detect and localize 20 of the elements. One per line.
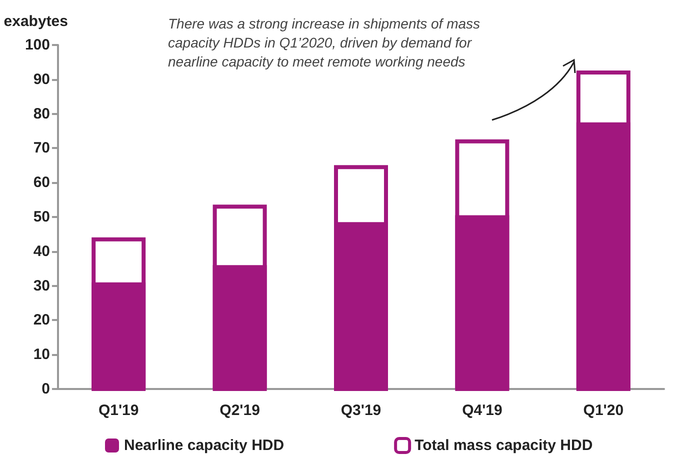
legend-label: Total mass capacity HDD — [414, 437, 593, 454]
y-tick-label: 0 — [42, 380, 50, 398]
y-tick-label: 50 — [33, 208, 50, 226]
annotation: There was a strong increase in shipments of mass capacity HDDs in Q1’2020, driven by demand for nearline capacity to meet remote working needs — [168, 16, 484, 70]
y-tick-label: 10 — [33, 346, 50, 364]
x-tick-label: Q2'19 — [220, 402, 260, 419]
x-tick-label: Q3'19 — [340, 402, 382, 419]
y-tick-label: 40 — [33, 242, 50, 260]
x-tick-label: Q1'19 — [98, 402, 139, 419]
y-axis-title: exabytes — [4, 13, 68, 30]
legend-label: Nearline capacity HDD — [124, 437, 284, 454]
y-tick-label: 80 — [33, 105, 50, 122]
y-tick-label: 20 — [33, 312, 50, 329]
y-tick-label: 70 — [33, 140, 50, 157]
y-tick-label: 30 — [33, 277, 50, 294]
y-tick-label: 100 — [24, 36, 50, 54]
y-tick-label: 90 — [33, 70, 50, 88]
x-tick-label: Q1'20 — [583, 402, 624, 419]
y-tick-label: 60 — [33, 174, 50, 192]
x-tick-label: Q4'19 — [462, 402, 502, 419]
